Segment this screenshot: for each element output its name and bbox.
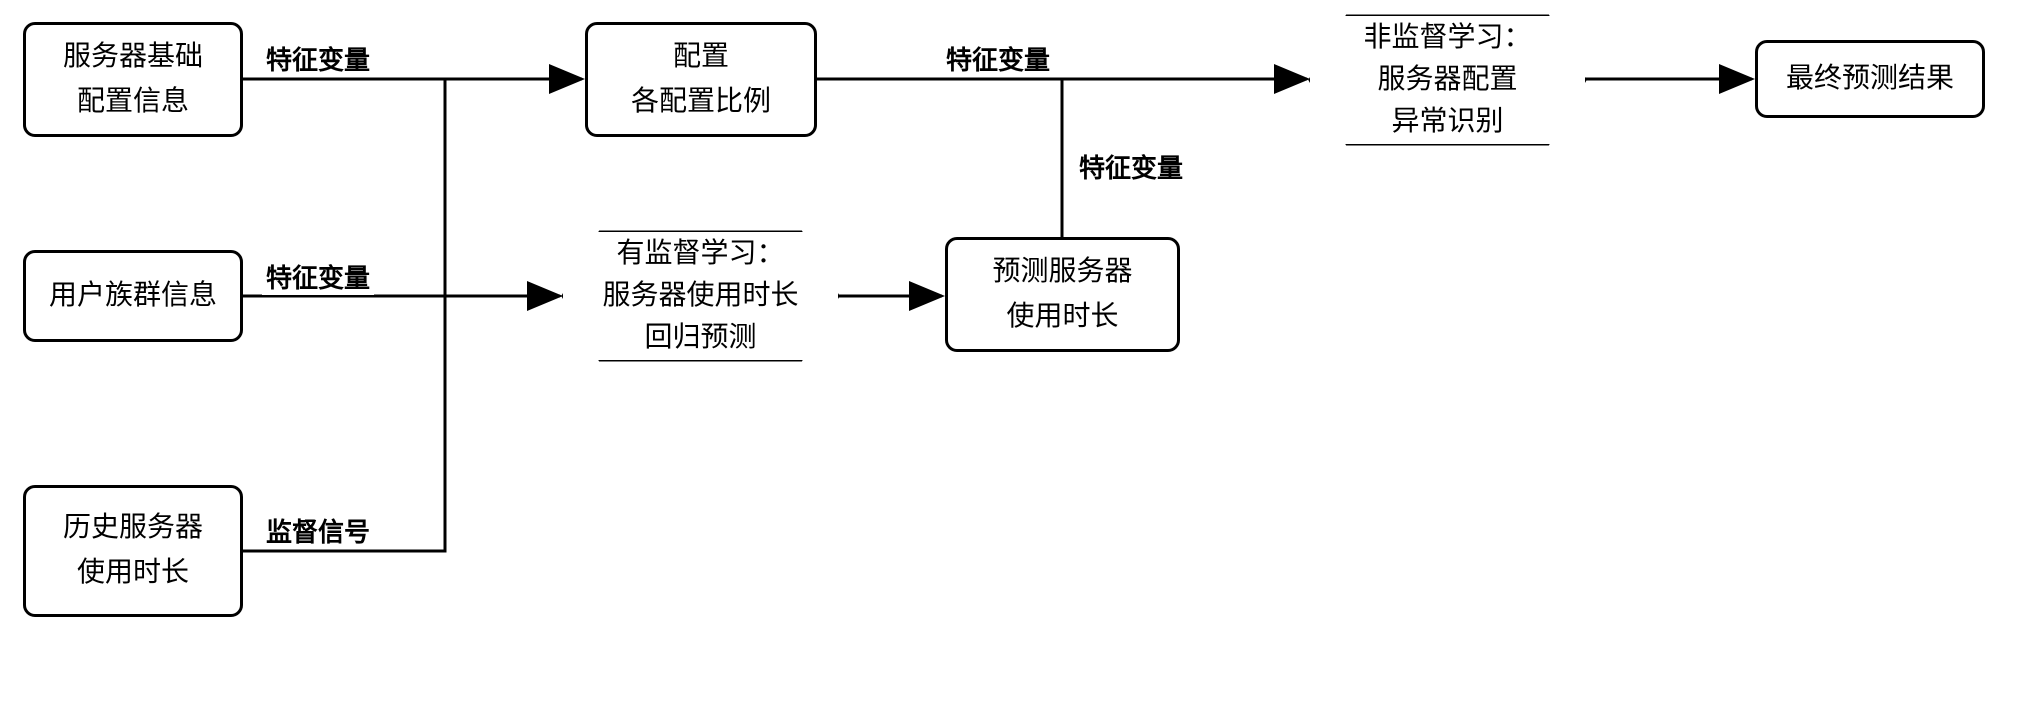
edge-label-feature-var-3: 特征变量 — [942, 40, 1054, 77]
node-line: 使用时长 — [77, 551, 189, 596]
edge-label-feature-var-2: 特征变量 — [262, 258, 374, 295]
node-line: 非监督学习： — [1363, 17, 1531, 59]
node-history-usage: 历史服务器 使用时长 — [23, 485, 243, 617]
node-line: 服务器基础 — [63, 35, 203, 80]
node-line: 最终预测结果 — [1786, 57, 1954, 102]
node-line: 使用时长 — [1006, 295, 1118, 340]
edge-label-supervise-signal: 监督信号 — [262, 512, 374, 549]
node-line: 异常识别 — [1391, 101, 1503, 143]
node-line: 回归预测 — [644, 317, 756, 359]
edge-label-feature-var-4: 特征变量 — [1075, 148, 1187, 185]
node-predicted-usage: 预测服务器 使用时长 — [945, 237, 1180, 352]
node-line: 预测服务器 — [992, 250, 1132, 295]
node-final-result: 最终预测结果 — [1755, 40, 1985, 118]
node-unsupervised-learning: 非监督学习： 服务器配置 异常识别 — [1310, 16, 1585, 144]
node-line: 用户族群信息 — [49, 274, 217, 319]
node-line: 配置信息 — [77, 80, 189, 125]
edge-label-feature-var-1: 特征变量 — [262, 40, 374, 77]
node-line: 服务器配置 — [1377, 59, 1517, 101]
node-line: 服务器使用时长 — [602, 275, 798, 317]
node-server-config-info: 服务器基础 配置信息 — [23, 22, 243, 137]
node-line: 配置 — [673, 35, 729, 80]
node-line: 历史服务器 — [63, 506, 203, 551]
node-line: 各配置比例 — [631, 80, 771, 125]
node-line: 有监督学习： — [616, 233, 784, 275]
flowchart-svg — [0, 0, 2019, 706]
node-config-ratio: 配置 各配置比例 — [585, 22, 817, 137]
node-supervised-learning: 有监督学习： 服务器使用时长 回归预测 — [563, 232, 838, 360]
node-user-group-info: 用户族群信息 — [23, 250, 243, 342]
